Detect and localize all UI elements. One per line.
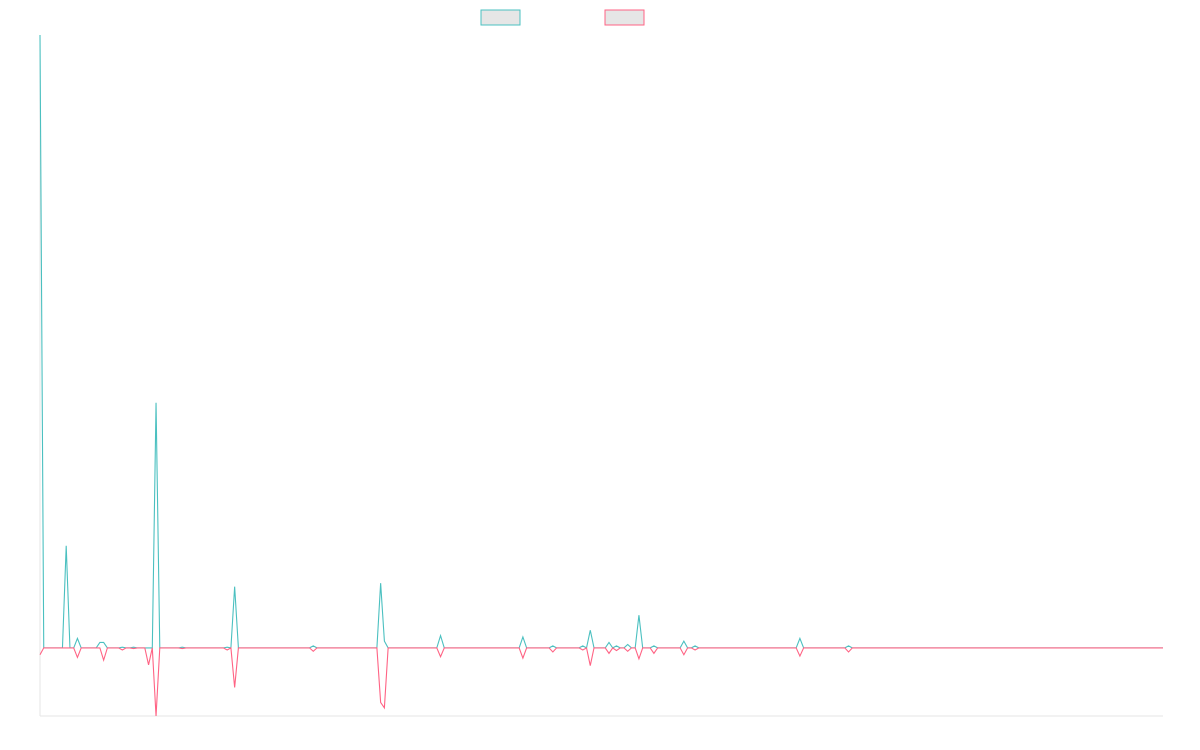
legend xyxy=(480,9,645,26)
legend-swatch-series-2[interactable] xyxy=(604,9,645,26)
series-line-1 xyxy=(39,34,1163,649)
series-layer xyxy=(39,34,1163,717)
legend-swatch-series-1[interactable] xyxy=(480,9,521,26)
plot-area xyxy=(39,34,1163,717)
series-line-2 xyxy=(39,647,1163,717)
